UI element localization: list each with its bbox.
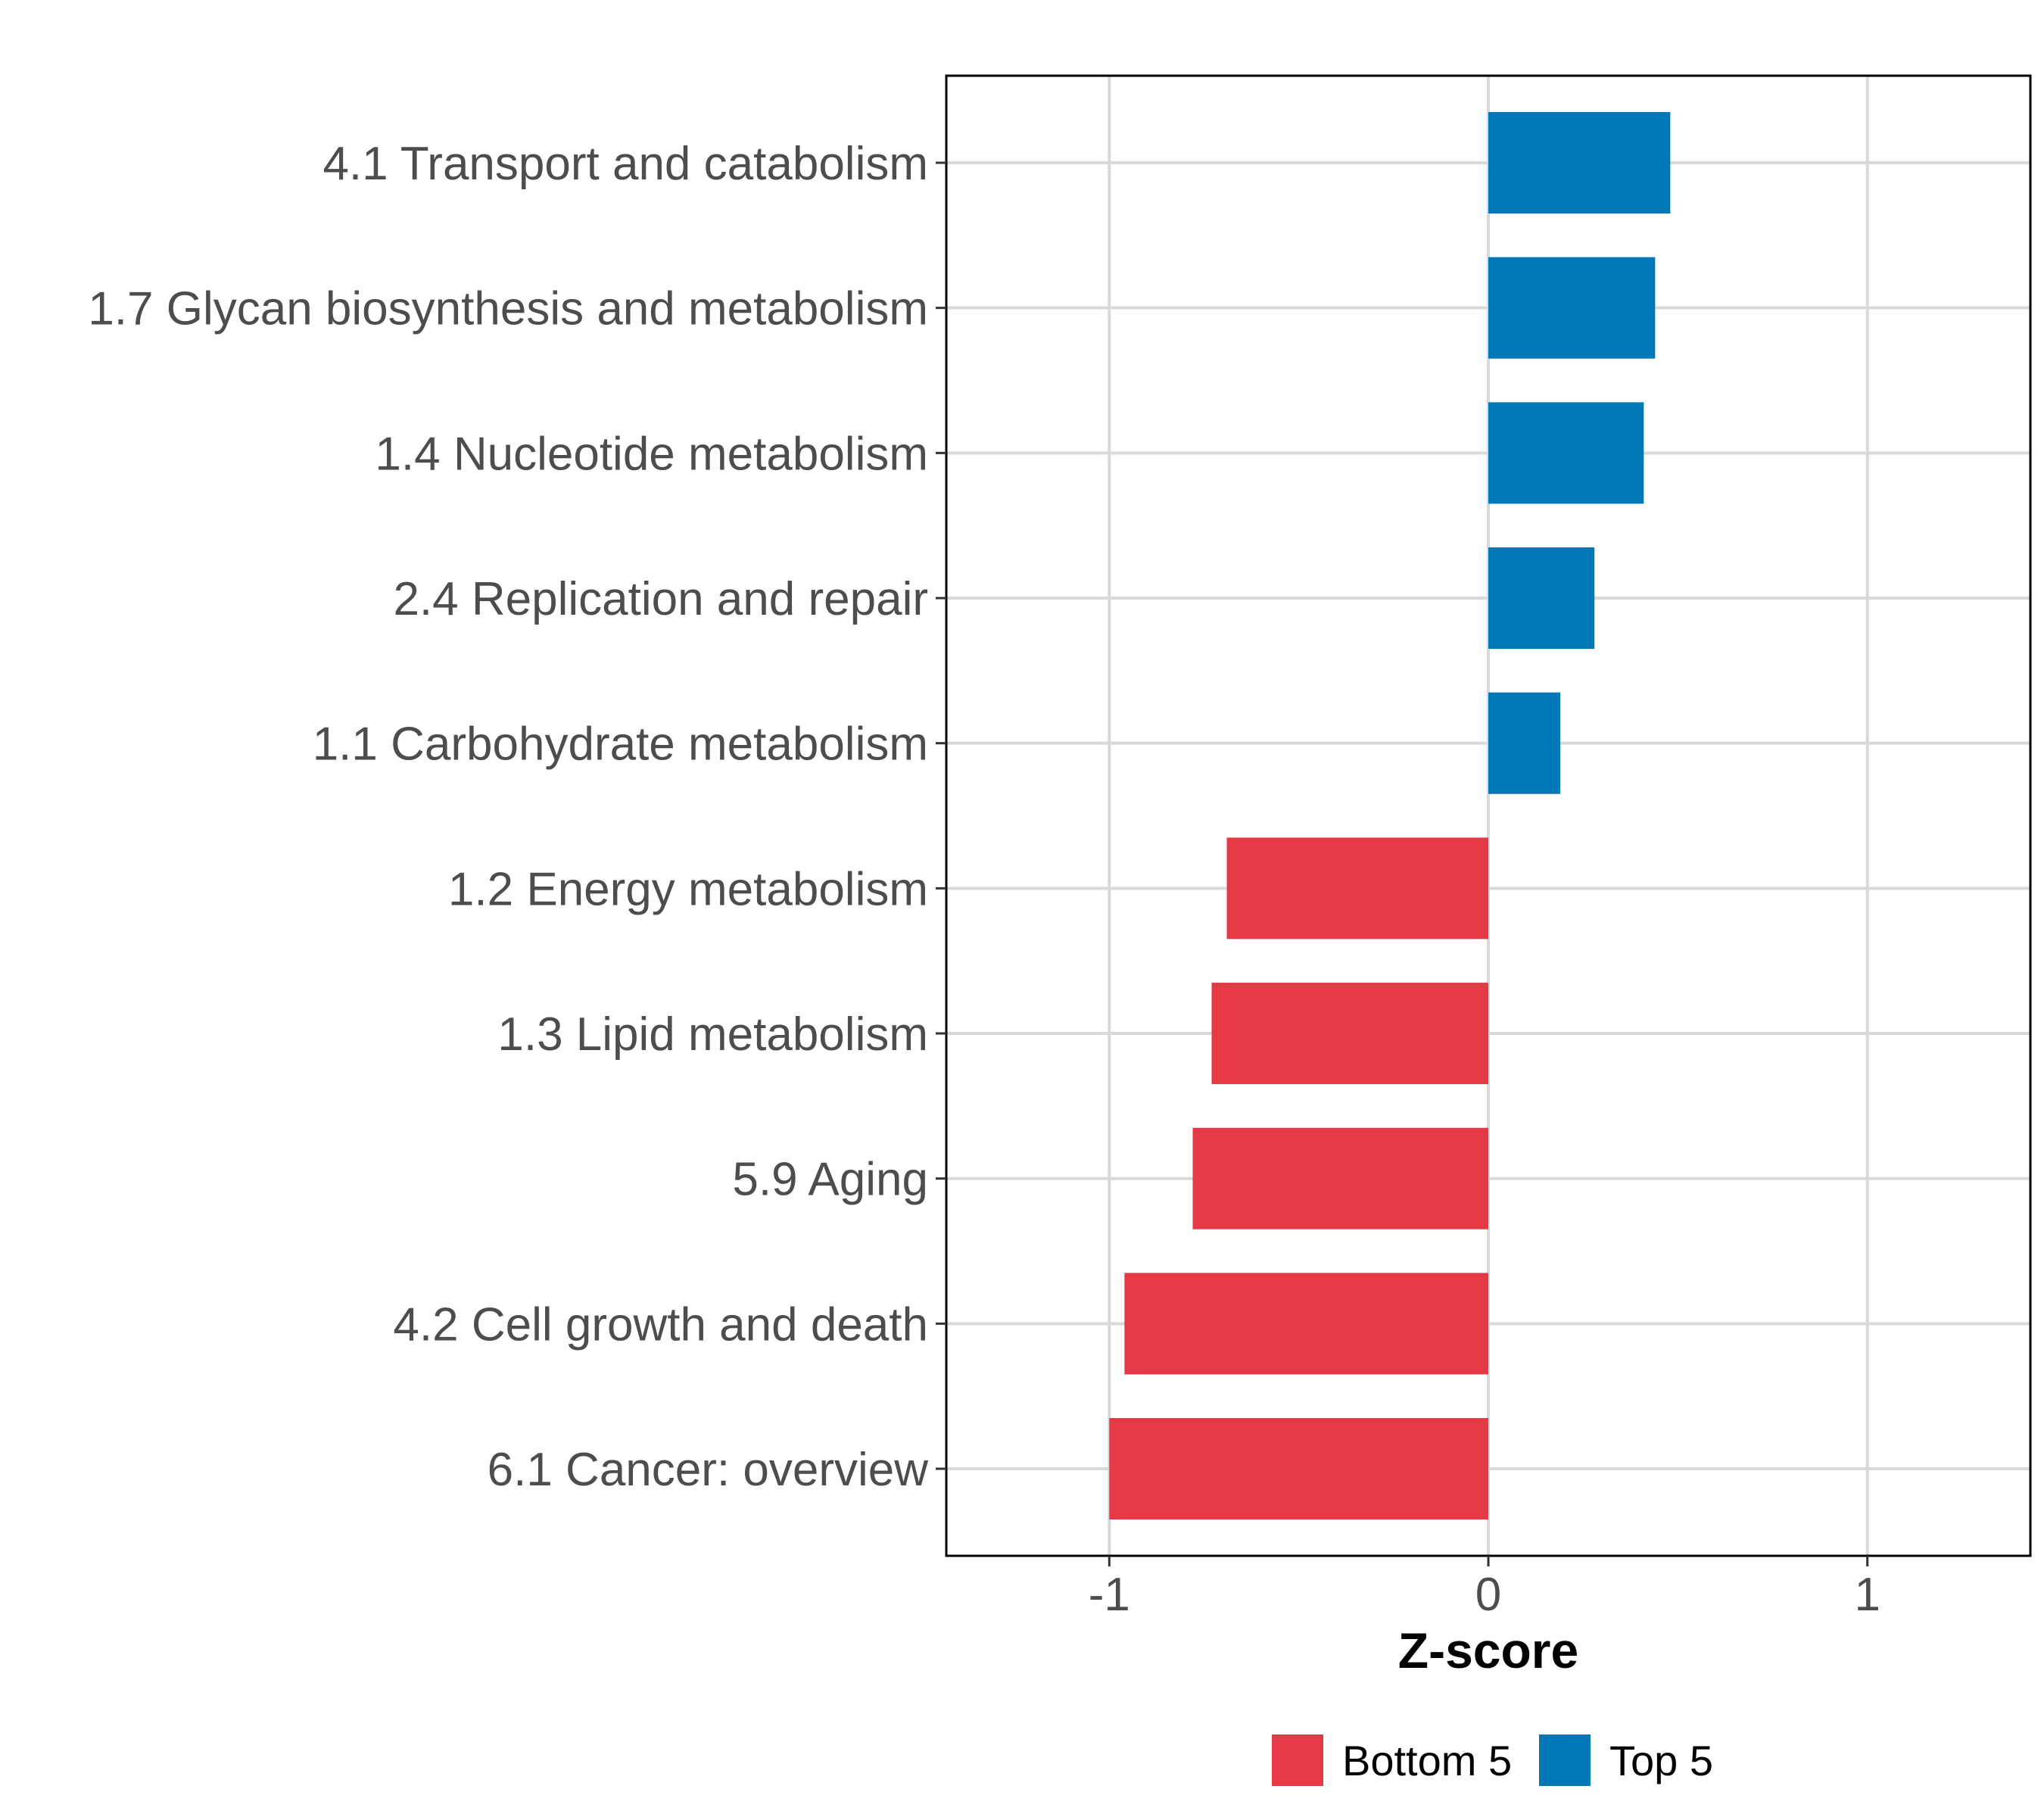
legend-label: Top 5 [1609, 1737, 1713, 1784]
legend: Bottom 5 Top 5 [1272, 1734, 1713, 1786]
bar [1488, 692, 1561, 794]
category-label: 2.4 Replication and repair [393, 573, 928, 625]
category-label: 1.7 Glycan biosynthesis and metabolism [88, 283, 928, 335]
x-axis: -1 0 1 [1089, 1556, 1880, 1621]
bar [1488, 112, 1671, 213]
category-label: 1.4 Nucleotide metabolism [375, 428, 928, 480]
bar [1488, 547, 1595, 650]
legend-label: Bottom 5 [1342, 1737, 1512, 1784]
bar [1488, 402, 1644, 504]
legend-key [1272, 1734, 1323, 1786]
bar [1192, 1127, 1488, 1230]
bar [1124, 1273, 1488, 1375]
category-label: 6.1 Cancer: overview [488, 1444, 929, 1496]
category-label: 4.1 Transport and catabolism [322, 138, 928, 190]
bars [1109, 112, 1671, 1520]
bar [1226, 837, 1488, 940]
x-tick-label: 1 [1854, 1569, 1880, 1621]
category-label: 4.2 Cell growth and death [393, 1298, 928, 1351]
bar [1488, 257, 1656, 359]
bar [1109, 1418, 1488, 1520]
legend-key [1539, 1734, 1591, 1786]
category-label: 1.1 Carbohydrate metabolism [313, 718, 928, 771]
x-axis-title: Z-score [1398, 1622, 1578, 1678]
category-label: 5.9 Aging [732, 1154, 928, 1206]
bar [1211, 983, 1488, 1085]
x-tick-label: -1 [1089, 1569, 1130, 1621]
category-label: 1.2 Energy metabolism [448, 863, 928, 915]
category-label: 1.3 Lipid metabolism [497, 1008, 928, 1061]
x-tick-label: 0 [1475, 1569, 1501, 1621]
y-axis: 4.1 Transport and catabolism 1.7 Glycan b… [88, 138, 946, 1496]
